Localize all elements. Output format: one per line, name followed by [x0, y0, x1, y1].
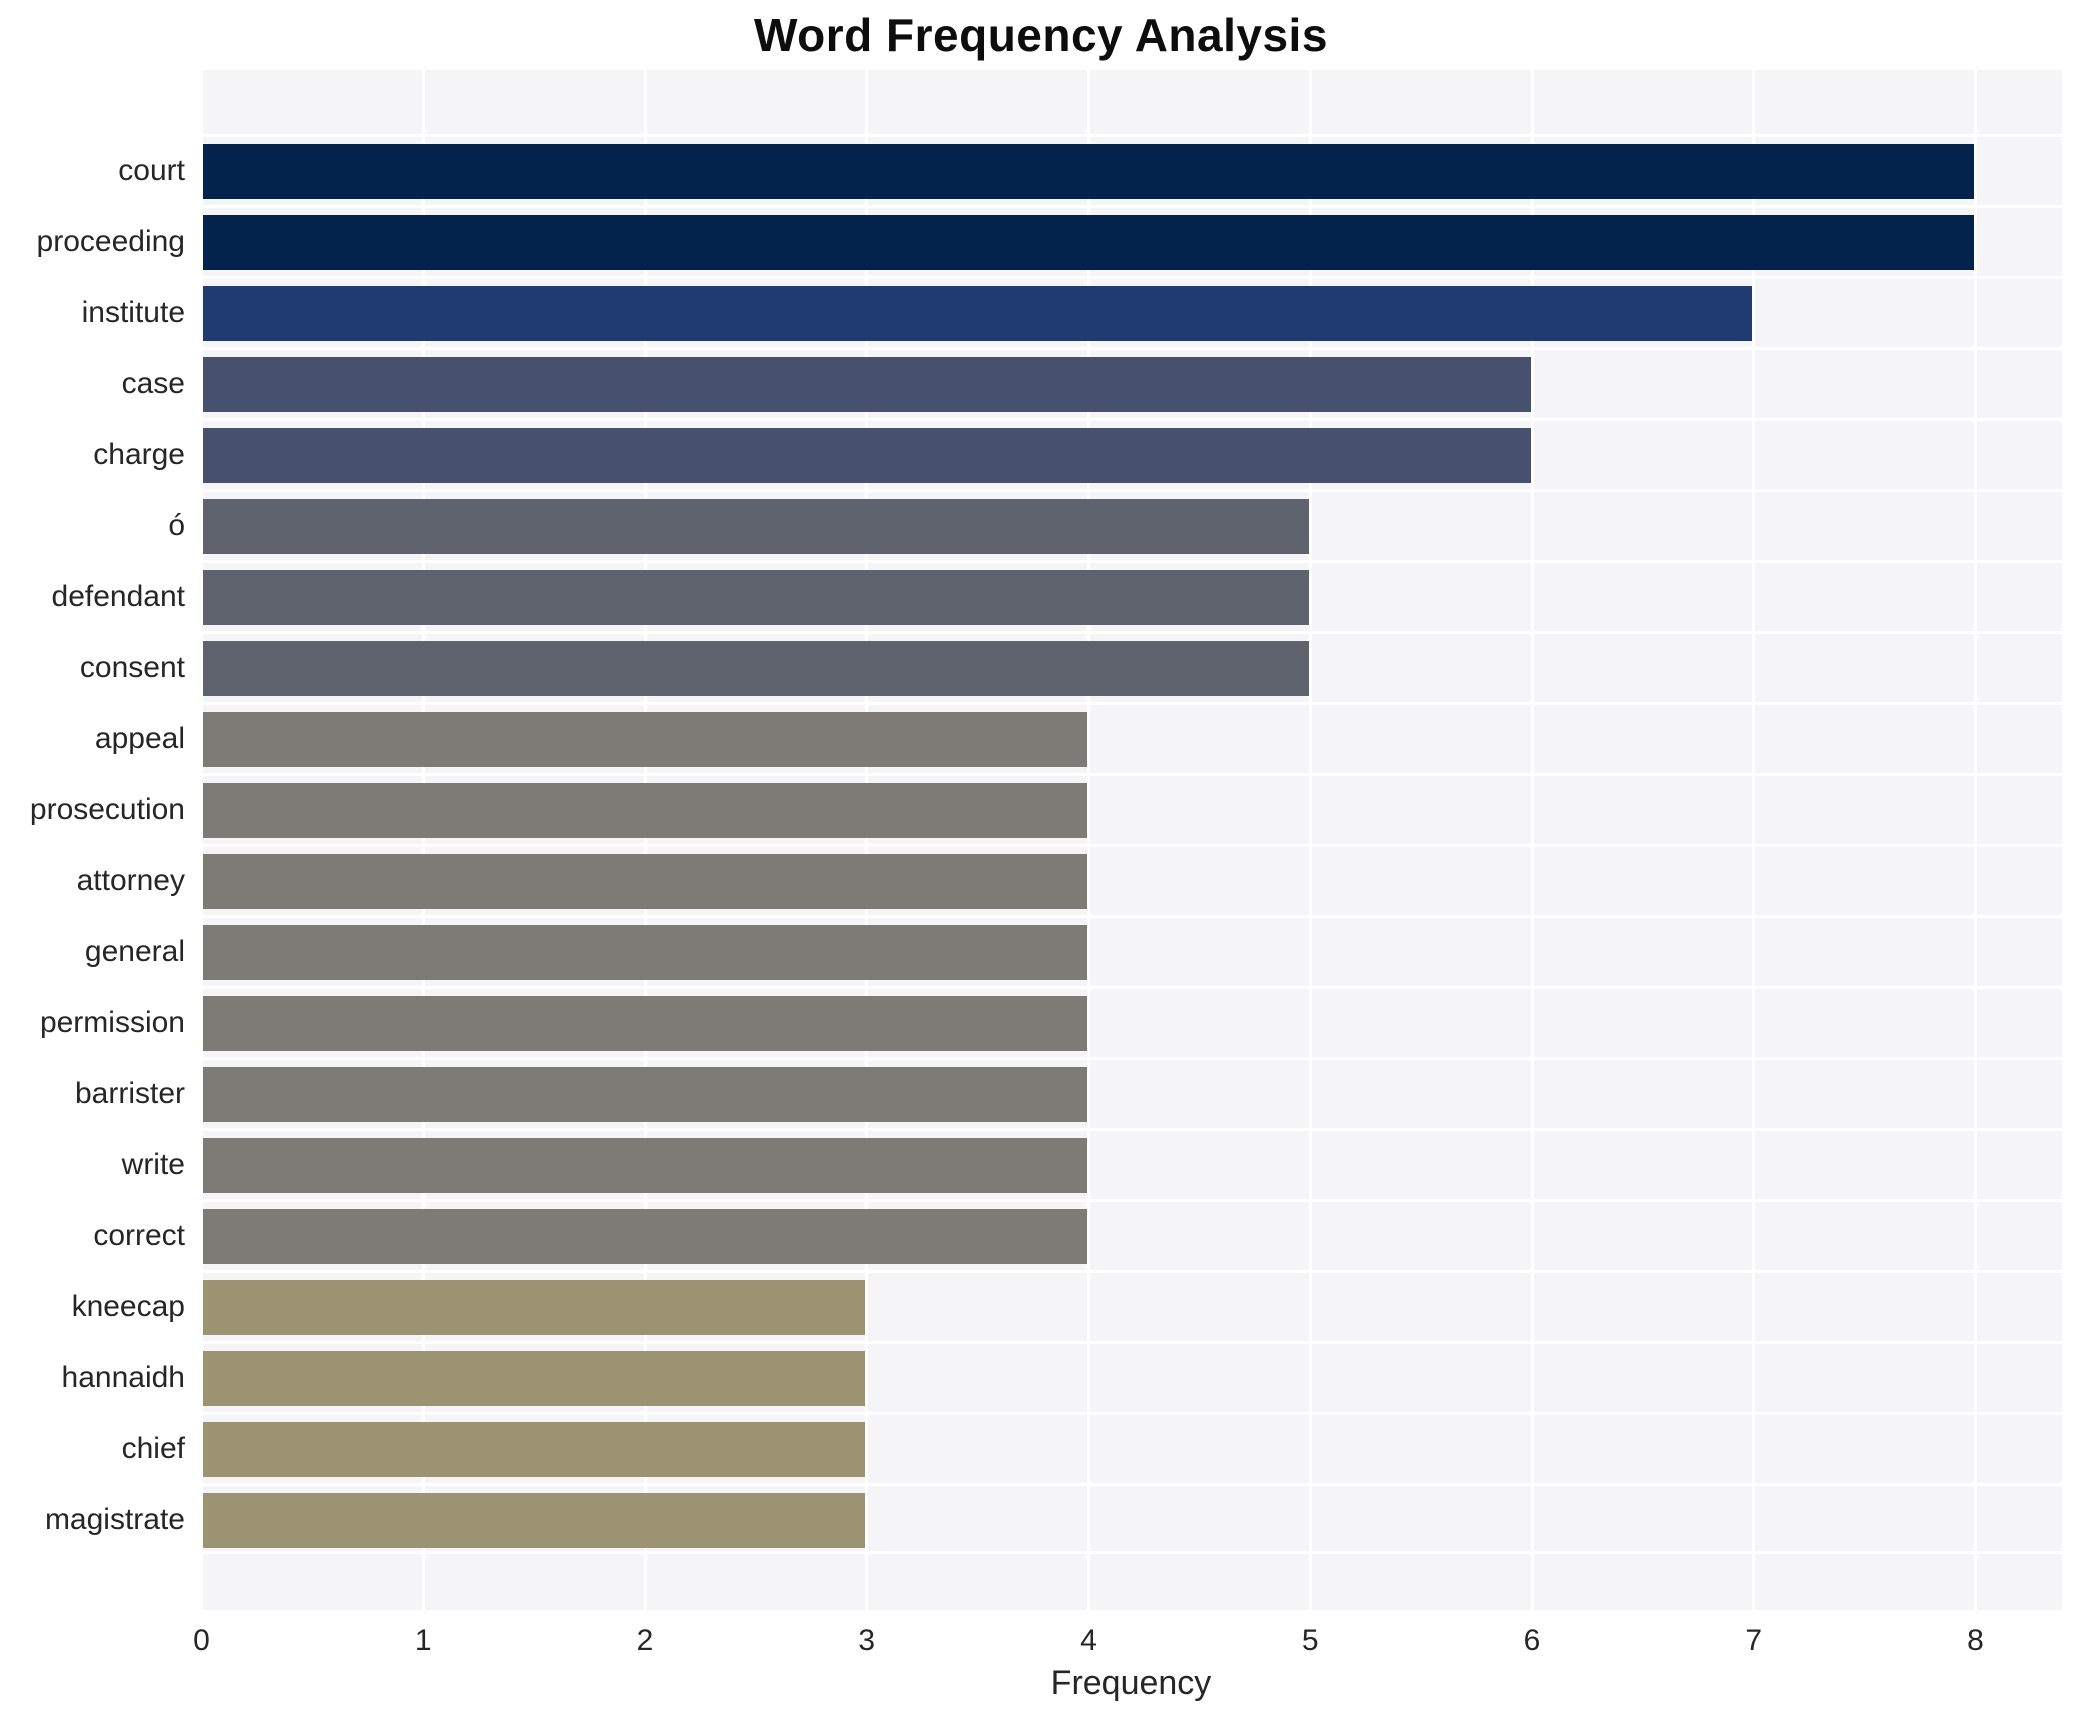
frequency-bar: [203, 215, 1974, 270]
y-axis-label: general: [84, 935, 185, 968]
bar-row: consent: [80, 631, 2062, 702]
frequency-bar: [203, 357, 1531, 412]
plot-area: court proceeding institute case charge ó defen…: [30, 70, 2062, 1610]
frequency-bar: [203, 996, 1087, 1051]
x-tick-label: 0: [193, 1624, 210, 1657]
vertical-gridline: [865, 70, 869, 1610]
frequency-bar: [203, 286, 1753, 341]
y-axis-label: proceeding: [36, 225, 185, 258]
bar-row: proceeding: [37, 205, 2062, 276]
y-axis-label: case: [121, 367, 185, 400]
bar-row: kneecap: [72, 1270, 2062, 1341]
y-axis-label: barrister: [74, 1077, 185, 1110]
y-axis-label: write: [121, 1148, 185, 1181]
frequency-bar: [203, 428, 1531, 483]
y-axis-label: consent: [79, 651, 185, 684]
y-axis-label: hannaidh: [61, 1361, 185, 1394]
frequency-bar: [203, 1138, 1087, 1193]
bar-row: permission: [40, 986, 2062, 1057]
y-axis-label: correct: [93, 1219, 185, 1252]
frequency-bar: [203, 925, 1087, 980]
y-axis-label: magistrate: [44, 1503, 185, 1536]
bar-row: magistrate: [45, 1483, 2062, 1554]
bar-row: hannaidh: [62, 1341, 2062, 1412]
vertical-gridline: [1308, 70, 1312, 1610]
frequency-bar: [203, 1209, 1087, 1264]
vertical-gridline: [1087, 70, 1090, 1610]
vertical-gridline: [1974, 70, 1977, 1610]
bar-row: general: [85, 915, 2062, 986]
bar-row: barrister: [75, 1057, 2062, 1128]
x-axis-label: Frequency: [1050, 1664, 1212, 1702]
bar-row: attorney: [77, 844, 2062, 915]
frequency-bar: [203, 499, 1309, 554]
frequency-bar: [203, 1422, 866, 1477]
bar-row: correct: [93, 1199, 2062, 1270]
frequency-bar: [203, 1351, 866, 1406]
y-axis-label: court: [118, 154, 185, 187]
y-axis-label: attorney: [76, 864, 185, 897]
y-axis-label: ó: [168, 509, 185, 542]
frequency-bar: [203, 712, 1087, 767]
y-axis-label: prosecution: [29, 793, 185, 826]
frequency-bar: [203, 1493, 866, 1548]
bar-row: write: [122, 1128, 2062, 1199]
x-tick-label: 3: [858, 1624, 876, 1657]
x-tick-label: 5: [1301, 1624, 1319, 1657]
bar-row: ó: [168, 489, 2062, 560]
frequency-bar: [203, 783, 1087, 838]
vertical-gridline: [200, 70, 203, 1610]
bar-row: case: [122, 347, 2062, 418]
bar-rows: court proceeding institute case charge ó defen…: [30, 134, 2062, 1554]
bar-row: chief: [122, 1412, 2062, 1483]
chart-title: Word Frequency Analysis: [754, 9, 1328, 61]
bar-row: charge: [93, 418, 2062, 489]
vertical-gridline: [643, 70, 647, 1610]
bar-row: prosecution: [30, 773, 2062, 844]
y-axis-label: chief: [121, 1432, 185, 1465]
x-tick-label: 4: [1080, 1624, 1097, 1657]
y-axis-label: charge: [93, 438, 185, 471]
x-tick-label: 8: [1967, 1624, 1984, 1657]
x-tick-label: 1: [414, 1624, 432, 1657]
bar-row: appeal: [95, 702, 2062, 773]
x-tick-label: 6: [1523, 1624, 1541, 1657]
vertical-gridline: [1530, 70, 1534, 1610]
y-axis-label: defendant: [51, 580, 185, 613]
bar-row: defendant: [52, 560, 2062, 631]
x-axis-ticks: 0 1 2 3 4 5 6 7 8: [193, 1624, 2062, 1664]
y-axis-label: kneecap: [71, 1290, 185, 1323]
x-tick-label: 2: [636, 1624, 654, 1657]
y-axis-label: appeal: [94, 722, 185, 755]
y-axis-label: permission: [39, 1006, 185, 1039]
frequency-bar: [203, 641, 1309, 696]
y-axis-label: institute: [81, 296, 185, 329]
vertical-gridline: [421, 70, 425, 1610]
frequency-bar: [203, 144, 1974, 199]
vertical-gridline: [1752, 70, 1756, 1610]
frequency-bar: [203, 1280, 866, 1335]
x-tick-label: 7: [1745, 1624, 1763, 1657]
frequency-bar: [203, 854, 1087, 909]
bar-row: court: [118, 134, 2062, 205]
frequency-bar: [203, 570, 1309, 625]
bar-row: institute: [82, 276, 2062, 347]
frequency-bar: [203, 1067, 1087, 1122]
